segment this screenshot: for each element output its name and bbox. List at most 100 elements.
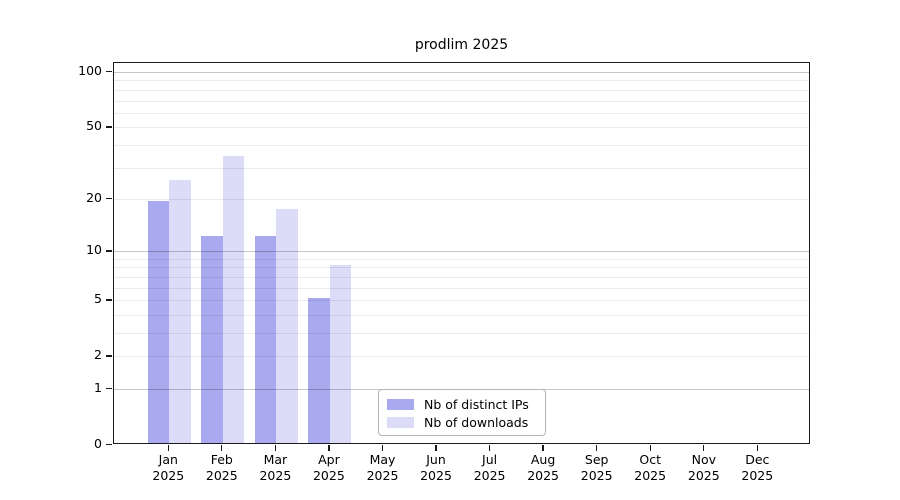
gridline-100 <box>114 72 809 73</box>
y-tick-label-10: 10 <box>86 242 102 258</box>
x-label-month: May <box>369 452 396 467</box>
gridline-9 <box>114 258 809 260</box>
legend-swatch-distinct-ips <box>387 398 414 410</box>
x-tick-label-oct: Oct 2025 <box>622 452 678 483</box>
x-tick-jan <box>167 445 169 451</box>
x-tick-feb <box>221 445 223 451</box>
x-tick-label-jul: Jul 2025 <box>462 452 518 483</box>
legend-label-downloads: Nb of downloads <box>424 414 529 430</box>
y-tick-100 <box>106 71 112 73</box>
gridline-10 <box>114 251 809 253</box>
bar-distinct-ips-apr <box>308 298 330 443</box>
legend-item-distinct-ips: Nb of distinct IPs <box>387 395 545 413</box>
x-tick-label-aug: Aug 2025 <box>515 452 571 483</box>
y-tick-2 <box>106 355 112 357</box>
bar-downloads-mar <box>276 209 298 443</box>
x-label-year: 2025 <box>152 467 185 483</box>
y-tick-label-0: 0 <box>94 436 102 451</box>
x-tick-mar <box>274 445 277 451</box>
x-tick-label-apr: Apr 2025 <box>301 452 357 483</box>
bar-distinct-ips-jan <box>147 200 170 443</box>
x-tick-apr <box>328 445 330 451</box>
y-tick-label-20: 20 <box>86 189 102 205</box>
x-tick-aug <box>542 445 544 451</box>
gridline-30 <box>114 167 809 169</box>
gridline-2 <box>114 356 809 358</box>
x-label-month: Feb <box>210 452 233 467</box>
gridline-90 <box>114 80 809 82</box>
gridline-80 <box>114 89 809 91</box>
x-tick-may <box>381 445 384 451</box>
y-tick-label-2: 2 <box>94 347 102 363</box>
x-label-year: 2025 <box>527 467 559 483</box>
bar-downloads-jan <box>169 179 191 443</box>
x-tick-label-nov: Nov 2025 <box>676 452 732 483</box>
y-tick-label-5: 5 <box>94 291 102 307</box>
chart-title: prodlim 2025 <box>414 37 509 53</box>
x-label-year: 2025 <box>312 467 345 483</box>
x-tick-label-jan: Jan 2025 <box>140 452 196 483</box>
x-label-year: 2025 <box>259 467 292 483</box>
x-label-year: 2025 <box>741 467 774 483</box>
gridline-3 <box>114 333 809 334</box>
x-tick-label-sep: Sep 2025 <box>569 452 625 483</box>
bar-distinct-ips-feb <box>201 235 223 443</box>
x-label-year: 2025 <box>420 467 452 483</box>
x-label-month: Jun <box>426 452 446 467</box>
x-tick-jun <box>435 445 437 451</box>
y-tick-10 <box>106 250 112 252</box>
legend: Nb of distinct IPs Nb of downloads <box>378 389 546 436</box>
x-label-month: Apr <box>318 452 340 467</box>
bar-downloads-apr <box>329 265 352 443</box>
bar-distinct-ips-mar <box>254 235 277 443</box>
bar-downloads-feb <box>222 155 245 443</box>
x-label-year: 2025 <box>473 467 506 483</box>
y-tick-label-100: 100 <box>78 63 102 78</box>
legend-item-downloads: Nb of downloads <box>387 413 545 431</box>
legend-swatch-downloads <box>387 416 414 428</box>
y-tick-50 <box>106 126 112 128</box>
x-label-year: 2025 <box>687 467 720 483</box>
x-label-year: 2025 <box>634 467 667 483</box>
x-tick-dec <box>756 445 758 451</box>
x-label-year: 2025 <box>205 467 238 483</box>
x-tick-oct <box>649 445 651 451</box>
gridline-8 <box>114 267 809 269</box>
gridline-20 <box>114 198 809 200</box>
plot-area <box>113 62 810 444</box>
gridline-50 <box>114 127 809 129</box>
x-tick-sep <box>596 445 598 451</box>
gridline-40 <box>114 144 809 146</box>
x-tick-nov <box>703 445 705 451</box>
x-label-month: Nov <box>691 452 716 467</box>
x-tick-jul <box>488 445 491 451</box>
x-label-month: Jan <box>158 452 178 467</box>
x-label-month: Dec <box>745 452 770 467</box>
gridline-70 <box>114 100 809 102</box>
x-label-month: Sep <box>584 452 609 467</box>
x-tick-label-jun: Jun 2025 <box>408 452 464 483</box>
y-tick-20 <box>106 197 112 200</box>
y-tick-label-50: 50 <box>86 118 102 134</box>
x-label-month: Jul <box>482 452 498 467</box>
y-tick-5 <box>106 299 112 301</box>
x-label-year: 2025 <box>580 467 613 483</box>
legend-label-distinct-ips: Nb of distinct IPs <box>424 396 529 412</box>
x-label-month: Oct <box>639 452 661 467</box>
gridline-6 <box>114 287 809 289</box>
x-label-month: Aug <box>530 452 556 467</box>
y-tick-0 <box>106 444 112 446</box>
x-tick-label-feb: Feb 2025 <box>194 452 250 483</box>
x-label-year: 2025 <box>366 467 399 483</box>
x-tick-label-may: May 2025 <box>355 452 411 483</box>
gridline-7 <box>114 276 809 278</box>
y-tick-1 <box>106 388 112 390</box>
x-tick-label-dec: Dec 2025 <box>729 452 785 483</box>
x-label-month: Mar <box>263 452 288 467</box>
y-tick-label-1: 1 <box>94 380 102 395</box>
gridline-4 <box>114 314 809 316</box>
gridline-60 <box>114 112 809 114</box>
gridline-5 <box>114 300 809 302</box>
x-tick-label-mar: Mar 2025 <box>247 452 303 483</box>
